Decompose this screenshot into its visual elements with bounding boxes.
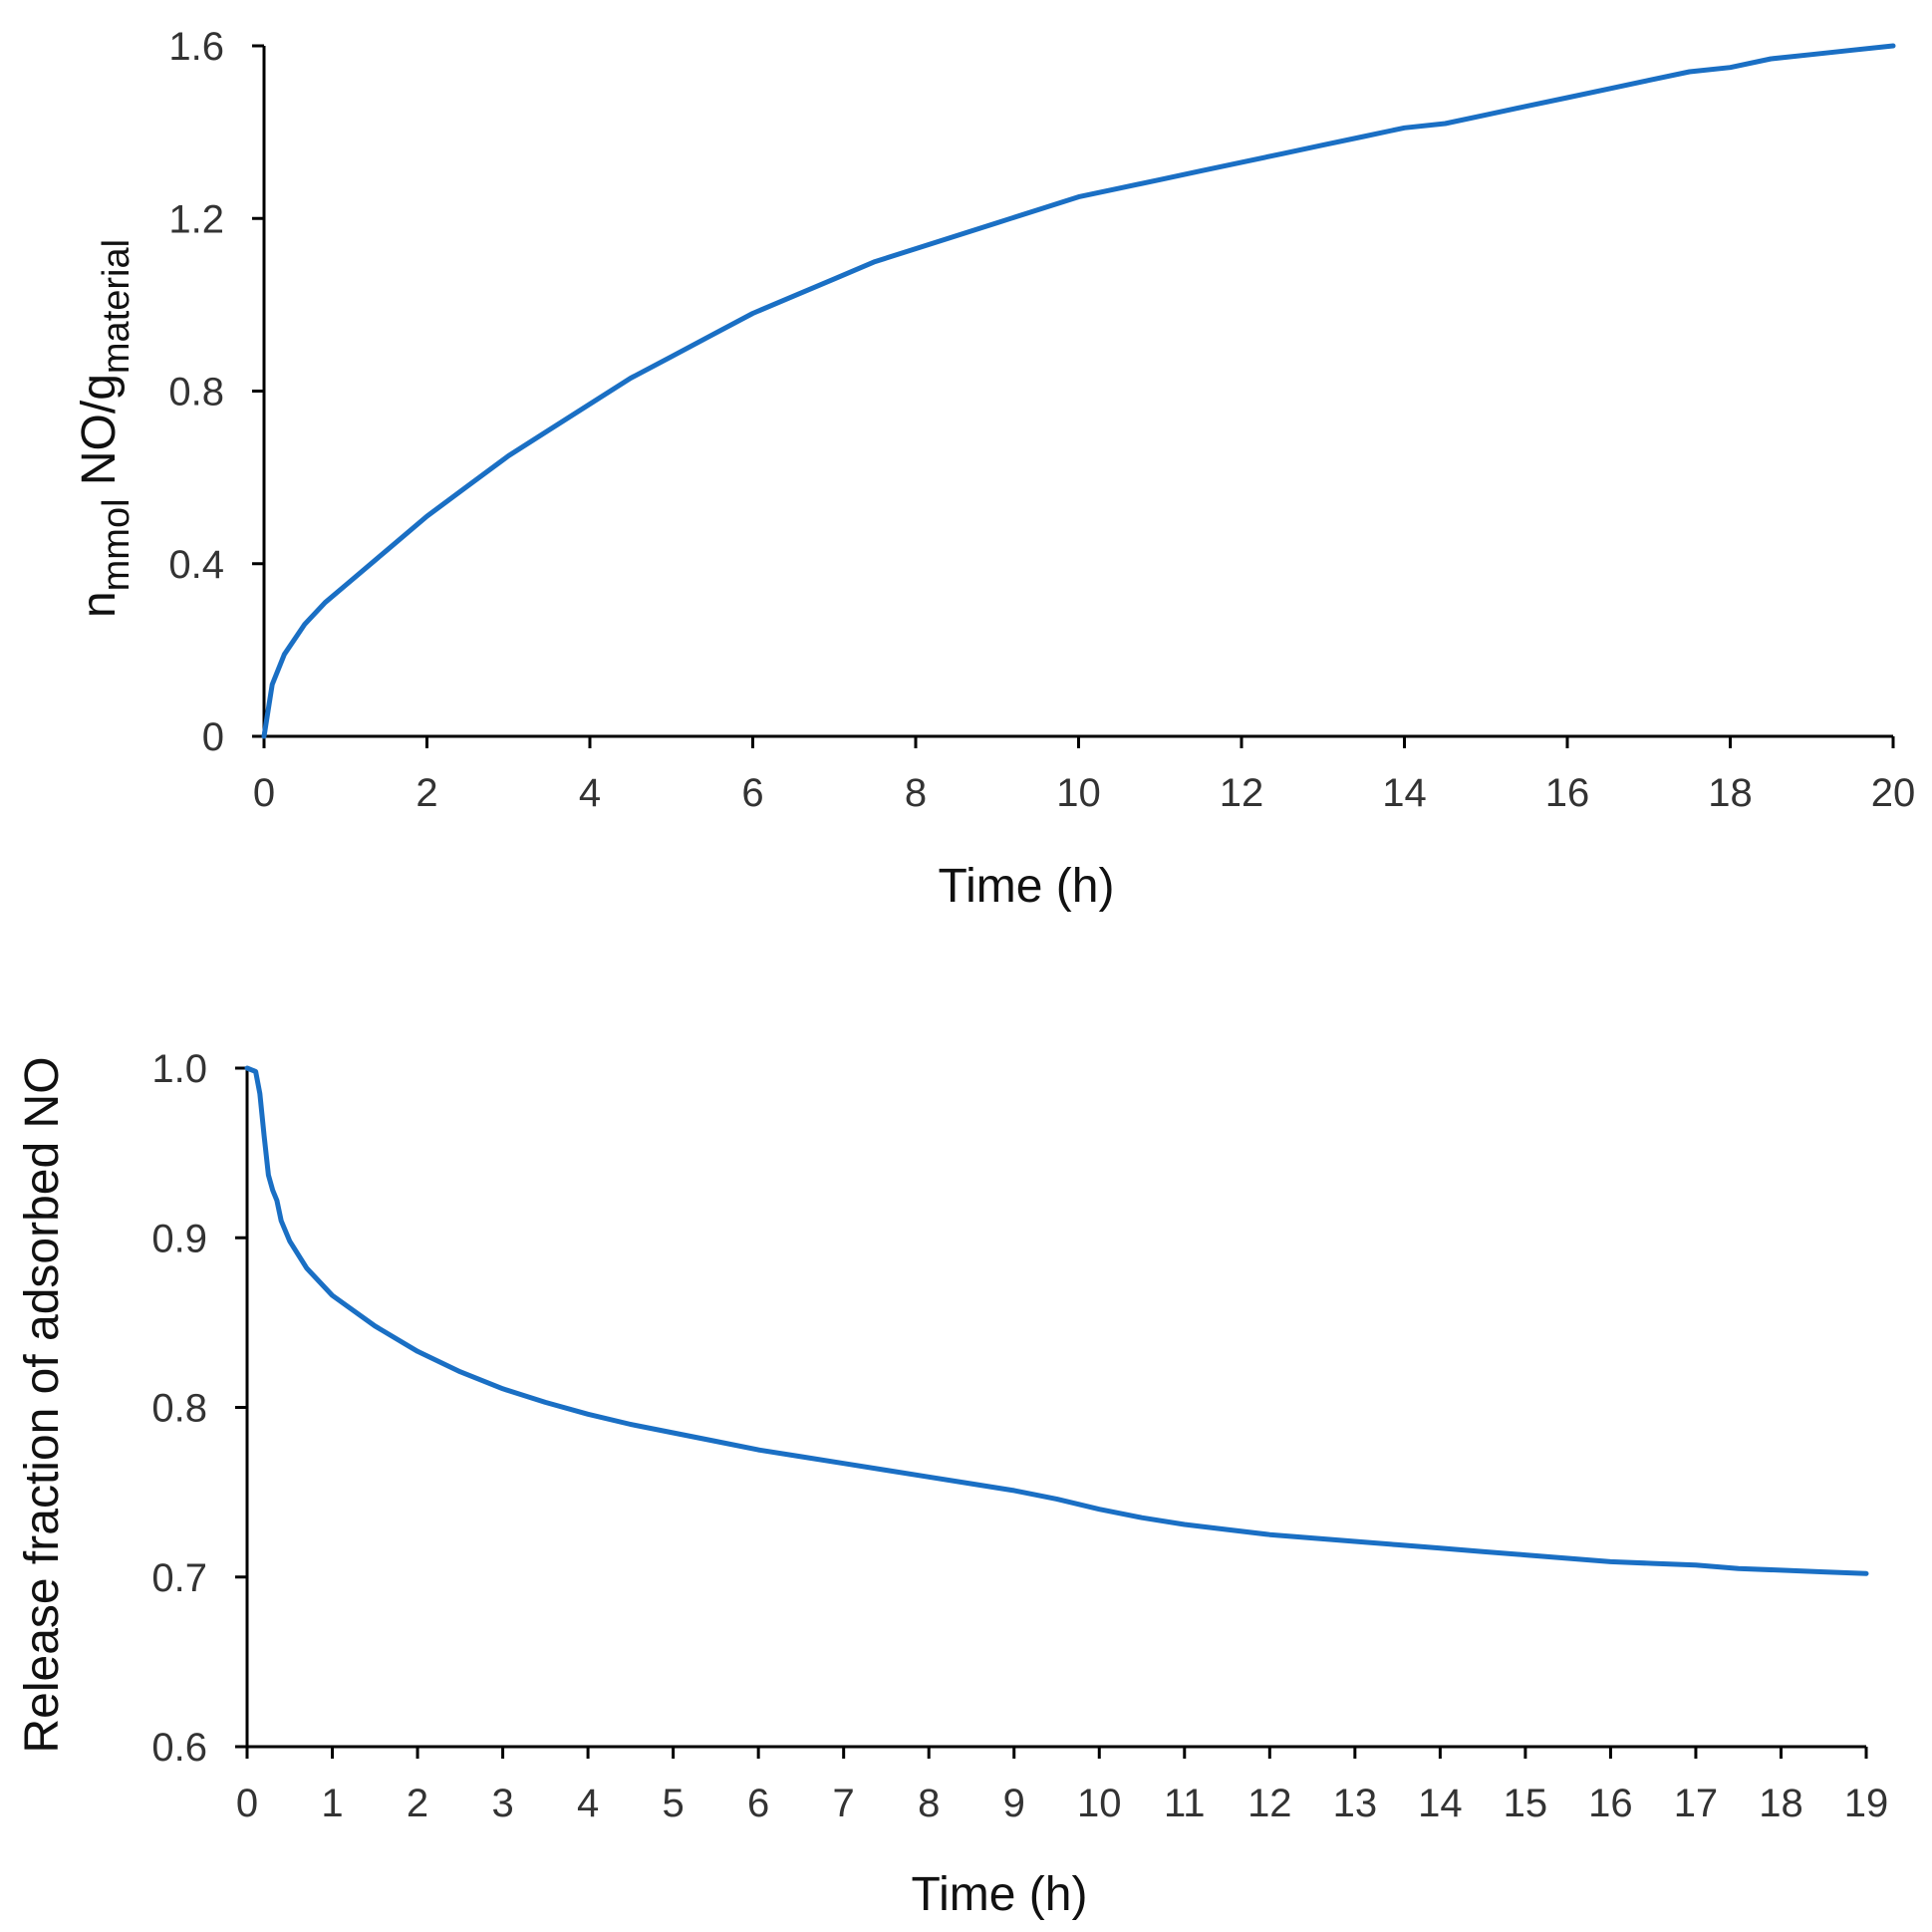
chart-bottom-x-tick-label: 19 [1844, 1782, 1889, 1825]
chart-top-x-tick-label: 0 [253, 771, 275, 815]
chart-bottom-y-tick-label: 0.6 [151, 1726, 207, 1770]
chart-top-y-axis-title-sub2: material [96, 239, 138, 374]
chart-top-x-tick-label: 6 [741, 771, 763, 815]
chart-bottom-x-tick-label: 12 [1247, 1782, 1292, 1825]
chart-top-y-axis-title-sub1: mmol [96, 498, 138, 591]
chart-bottom: 0.60.70.80.91.0 0 1 2 3 4 5 6 7 8 9 10 11 12 13 14 15 16… [16, 1047, 1888, 1921]
chart-top-y-axis-title-mid: NO/g [73, 374, 126, 498]
chart-bottom-x-tick-label: 2 [407, 1782, 428, 1825]
chart-top-y-tick-label: 0 [202, 715, 224, 759]
chart-bottom-x-tick-label: 13 [1333, 1782, 1378, 1825]
chart-bottom-x-tick-label: 5 [663, 1782, 685, 1825]
chart-bottom-x-tick-label: 7 [833, 1782, 855, 1825]
chart-top-x-tick-label: 14 [1382, 771, 1427, 815]
chart-bottom-x-tick-label: 18 [1759, 1782, 1803, 1825]
chart-top-x-tick-label: 12 [1220, 771, 1264, 815]
chart-bottom-x-tick-label: 15 [1504, 1782, 1548, 1825]
chart-bottom-x-tick-label: 17 [1674, 1782, 1719, 1825]
chart-top-y-axis-title: nmmol NO/gmaterial [73, 239, 138, 618]
chart-top-x-tick-label: 10 [1056, 771, 1101, 815]
chart-top: 0 0.4 0.8 1.2 1.6 0 2 4 6 8 10 12 14 16 18 20 Time (h)… [73, 25, 1915, 913]
chart-bottom-x-tick-label: 11 [1164, 1782, 1206, 1825]
chart-bottom-x-tick-label: 3 [491, 1782, 513, 1825]
chart-top-y-tick-label: 1.2 [168, 197, 224, 241]
chart-bottom-x-tick-label: 9 [1003, 1782, 1025, 1825]
chart-top-x-tick-label: 8 [905, 771, 927, 815]
chart-bottom-x-tick-label: 16 [1588, 1782, 1633, 1825]
chart-top-x-axis-title: Time (h) [939, 860, 1115, 913]
chart-top-x-tick-label: 20 [1871, 771, 1916, 815]
chart-bottom-y-tick-label: 0.8 [151, 1387, 207, 1431]
chart-bottom-y-tick-label: 0.9 [151, 1217, 207, 1260]
chart-bottom-series-line [244, 1065, 1869, 1576]
chart-top-y-tick-label: 0.8 [168, 371, 224, 414]
chart-top-y-tick-label: 0.4 [168, 543, 224, 587]
chart-top-y-axis-title-base: n [73, 591, 126, 618]
chart-bottom-x-tick-label: 4 [577, 1782, 599, 1825]
chart-top-y-tick-label: 1.6 [168, 25, 224, 69]
chart-bottom-x-tick-label: 6 [747, 1782, 769, 1825]
chart-top-x-tick-label: 2 [415, 771, 437, 815]
chart-bottom-y-tick-label: 1.0 [151, 1047, 207, 1091]
chart-bottom-x-tick-label: 1 [321, 1782, 343, 1825]
chart-bottom-x-tick-label: 14 [1418, 1782, 1463, 1825]
chart-top-x-tick-label: 16 [1545, 771, 1590, 815]
chart-top-x-tick-label: 4 [579, 771, 601, 815]
chart-bottom-x-tick-label: 10 [1077, 1782, 1122, 1825]
chart-bottom-y-tick-label: 0.7 [151, 1556, 207, 1600]
chart-bottom-y-axis-title: Release fraction of adsorbed NO [16, 1056, 69, 1753]
chart-top-series-line [261, 43, 1896, 739]
chart-bottom-x-tick-label: 0 [236, 1782, 258, 1825]
chart-bottom-x-axis-title: Time (h) [912, 1868, 1088, 1921]
chart-top-x-tick-label: 18 [1708, 771, 1753, 815]
chart-bottom-x-tick-label: 8 [918, 1782, 940, 1825]
